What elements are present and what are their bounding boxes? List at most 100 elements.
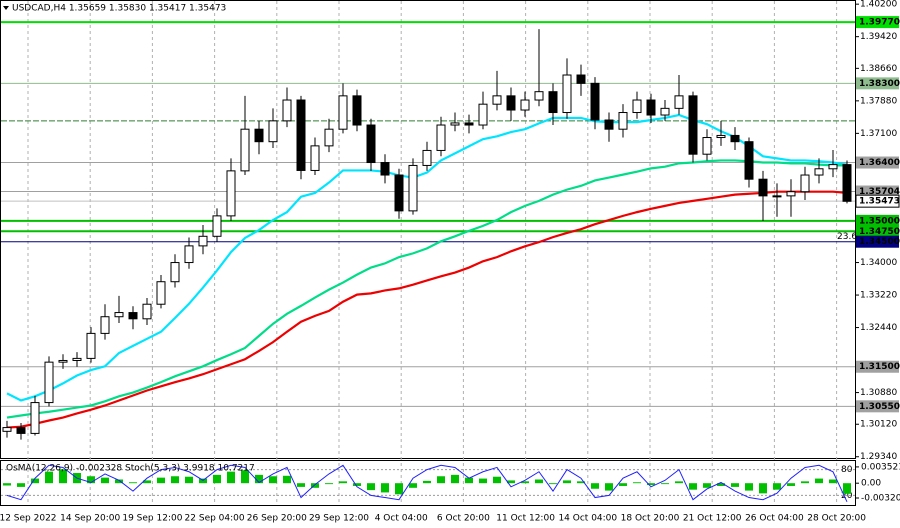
osma-bar bbox=[465, 477, 473, 484]
osma-bar bbox=[451, 474, 459, 484]
level-label: 1.36400 bbox=[859, 158, 900, 168]
candle-body bbox=[170, 262, 180, 283]
candle-body bbox=[674, 95, 684, 109]
candle-body bbox=[380, 162, 390, 176]
candle-body bbox=[86, 332, 96, 359]
candle-body bbox=[590, 82, 600, 121]
osma-bar bbox=[773, 483, 781, 490]
candle-body bbox=[422, 149, 432, 166]
y2-tick-label: 20 bbox=[841, 491, 853, 501]
candle-body bbox=[534, 91, 544, 101]
candle-body bbox=[100, 316, 110, 334]
osma-bar bbox=[87, 476, 95, 484]
candle-body bbox=[646, 99, 656, 116]
level-label-box bbox=[856, 77, 899, 90]
osma-bar bbox=[605, 483, 613, 491]
osma-bar bbox=[115, 479, 123, 484]
level-label-box bbox=[856, 225, 899, 238]
main-panel bbox=[0, 0, 856, 459]
osma-bar bbox=[17, 483, 25, 487]
candle-body bbox=[352, 95, 362, 126]
osma-bar bbox=[759, 483, 767, 494]
candle-body bbox=[758, 178, 768, 197]
osma-bar bbox=[367, 483, 375, 491]
osma-bar bbox=[185, 476, 193, 484]
candle-body bbox=[408, 164, 418, 212]
level-label-box bbox=[855, 194, 900, 208]
x-tick-label: 29 Sep 12:00 bbox=[309, 514, 369, 524]
x-tick-label: 18 Oct 20:00 bbox=[621, 514, 680, 524]
candle-body bbox=[72, 357, 82, 361]
candle-body bbox=[464, 122, 474, 126]
osma-bar bbox=[129, 482, 137, 484]
osma-bar bbox=[241, 470, 249, 484]
osma-bar bbox=[101, 477, 109, 484]
candle-body bbox=[198, 235, 208, 247]
candle-body bbox=[688, 95, 698, 155]
candle-body bbox=[310, 145, 320, 171]
candle-body bbox=[786, 191, 796, 197]
candle-body bbox=[730, 134, 740, 143]
level-label-box bbox=[856, 235, 899, 248]
osma-bar bbox=[535, 479, 543, 484]
osma-bar bbox=[647, 483, 655, 486]
candle-body bbox=[240, 128, 250, 172]
candle-body bbox=[324, 128, 334, 147]
candle-body bbox=[142, 303, 152, 320]
level-label-box bbox=[856, 185, 899, 198]
candle-body bbox=[2, 427, 12, 432]
y-tick-label: 1.39420 bbox=[860, 32, 897, 42]
osma-bar bbox=[423, 480, 431, 484]
osma-bar bbox=[297, 483, 305, 487]
candle-body bbox=[632, 99, 642, 114]
candle-body bbox=[338, 95, 348, 130]
level-label-box bbox=[856, 156, 899, 169]
x-tick-label: 4 Oct 04:00 bbox=[375, 514, 428, 524]
moving-average bbox=[6, 113, 848, 402]
candle-body bbox=[436, 124, 446, 151]
osma-bar bbox=[843, 483, 851, 494]
x-tick-label: 14 Sep 20:00 bbox=[60, 514, 120, 524]
level-label: 1.31500 bbox=[859, 362, 900, 372]
osma-bar bbox=[31, 478, 39, 484]
osma-bar bbox=[717, 483, 725, 486]
x-tick-label: 6 Oct 20:00 bbox=[437, 514, 490, 524]
osma-bar bbox=[815, 478, 823, 484]
candle-body bbox=[394, 174, 404, 212]
candle-body bbox=[478, 103, 488, 126]
fib-label: 23.6 bbox=[837, 232, 857, 242]
x-tick-label: 26 Sep 20:00 bbox=[247, 514, 307, 524]
level-label-box bbox=[856, 400, 899, 413]
x-tick-label: 11 Oct 12:00 bbox=[496, 514, 555, 524]
candle-body bbox=[814, 168, 824, 176]
osma-bar bbox=[269, 476, 277, 484]
candle-body bbox=[716, 134, 726, 139]
osma-bar bbox=[689, 483, 697, 490]
osma-bar bbox=[829, 479, 837, 484]
candle-body bbox=[114, 312, 124, 318]
osma-bar bbox=[591, 483, 599, 489]
osma-bar bbox=[227, 471, 235, 484]
x-tick-label: 26 Oct 04:00 bbox=[745, 514, 804, 524]
moving-average bbox=[6, 159, 847, 419]
y-tick-label: 1.30880 bbox=[860, 388, 897, 398]
osma-bar bbox=[311, 483, 319, 488]
x-tick-label: 12 Sep 2022 bbox=[0, 514, 57, 524]
y-tick-label: 1.32440 bbox=[860, 323, 897, 333]
candle-body bbox=[800, 174, 810, 193]
level-label: 1.39770 bbox=[859, 18, 900, 28]
osma-bar bbox=[619, 483, 627, 486]
osma-bar bbox=[255, 474, 263, 484]
osma-bar bbox=[745, 483, 753, 491]
moving-average bbox=[6, 190, 848, 429]
candle-body bbox=[842, 164, 852, 202]
level-label-box bbox=[856, 214, 899, 227]
osma-bar bbox=[633, 482, 641, 484]
level-label: 1.34750 bbox=[859, 227, 900, 237]
x-tick-label: 21 Oct 12:00 bbox=[683, 514, 742, 524]
candle-body bbox=[660, 107, 670, 116]
level-label-box bbox=[856, 16, 899, 29]
chart-title: USDCAD,H4 1.35659 1.35830 1.35417 1.3547… bbox=[12, 4, 226, 14]
candle-body bbox=[268, 120, 278, 143]
